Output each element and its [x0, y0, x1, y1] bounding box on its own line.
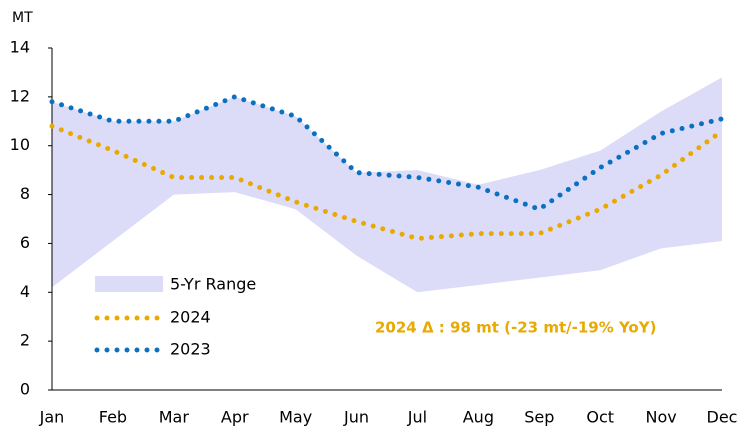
y-tick-label: 14 — [10, 38, 30, 57]
y-tick-label: 6 — [20, 233, 30, 252]
x-tick-label: Dec — [707, 408, 738, 427]
x-tick-label: Apr — [221, 408, 249, 427]
y-tick-label: 8 — [20, 184, 30, 203]
x-tick-label: Jan — [39, 408, 65, 427]
x-tick-label: May — [279, 408, 312, 427]
x-tick-label: Jul — [407, 408, 427, 427]
series-line — [49, 123, 725, 242]
x-tick-label: Oct — [586, 408, 614, 427]
y-tick-label: 12 — [10, 86, 30, 105]
x-tick-label: Feb — [99, 408, 127, 427]
y-tick-label: 4 — [20, 282, 30, 301]
series-line — [49, 94, 725, 213]
y-tick-label: 2 — [20, 331, 30, 350]
legend-label: 2024 — [170, 308, 211, 327]
legend-label: 2023 — [170, 340, 211, 359]
y-axis-label: MT — [12, 10, 33, 26]
range-band — [52, 77, 722, 293]
x-tick-label: Aug — [463, 408, 494, 427]
x-tick-label: Sep — [524, 408, 554, 427]
y-tick-label: 10 — [10, 135, 30, 154]
legend-swatch — [95, 276, 163, 292]
x-tick-label: Jun — [343, 408, 369, 427]
annotation: 2024 Δ : 98 mt (-23 mt/-19% YoY) — [375, 319, 656, 337]
y-tick-label: 0 — [20, 380, 30, 399]
x-tick-label: Mar — [159, 408, 190, 427]
legend-label: 5-Yr Range — [170, 275, 256, 294]
x-tick-label: Nov — [645, 408, 676, 427]
